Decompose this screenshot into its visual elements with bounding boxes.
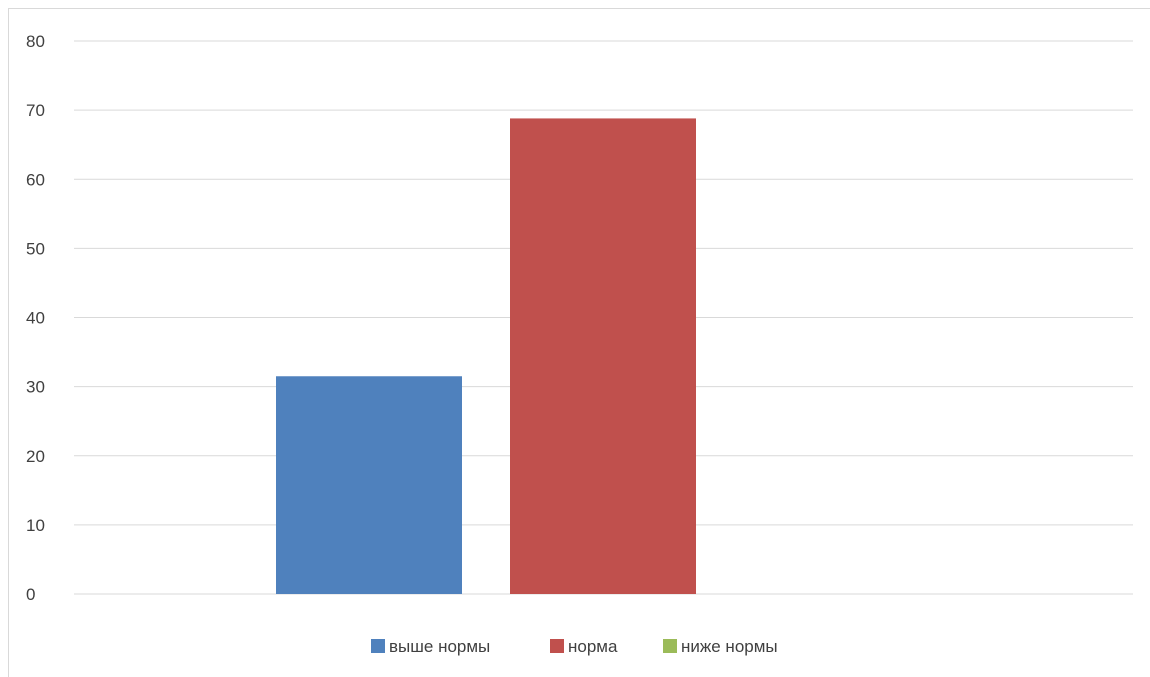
y-tick-label: 60	[26, 170, 45, 189]
y-axis-tick-labels: 0 10 20 30 40 50 60 70 80	[26, 32, 45, 604]
bars	[276, 118, 696, 595]
bar-0	[276, 376, 462, 594]
y-tick-label: 80	[26, 32, 45, 51]
y-tick-label: 50	[26, 239, 45, 258]
legend-swatch	[371, 639, 385, 653]
legend-swatch	[550, 639, 564, 653]
legend: выше нормы норма ниже нормы	[371, 637, 778, 656]
y-tick-label: 10	[26, 516, 45, 535]
y-tick-label: 20	[26, 447, 45, 466]
legend-label: ниже нормы	[681, 637, 778, 656]
bar-1	[510, 118, 696, 595]
legend-label: выше нормы	[389, 637, 490, 656]
legend-label: норма	[568, 637, 618, 656]
legend-swatch	[663, 639, 677, 653]
y-tick-label: 30	[26, 378, 45, 397]
y-tick-label: 70	[26, 101, 45, 120]
y-tick-label: 0	[26, 585, 35, 604]
y-tick-label: 40	[26, 309, 45, 328]
